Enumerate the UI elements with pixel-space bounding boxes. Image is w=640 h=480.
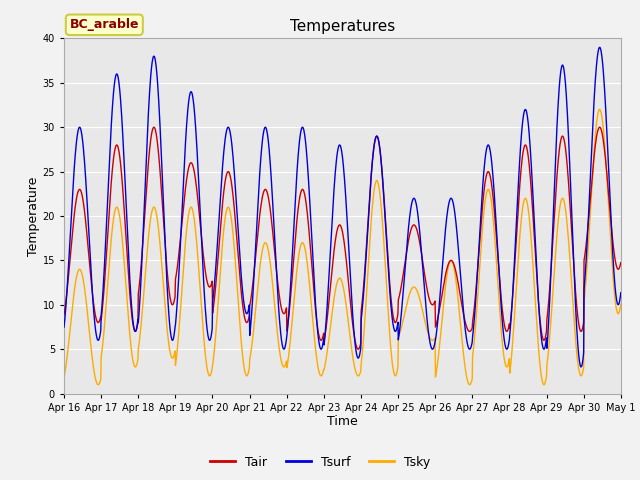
Title: Temperatures: Temperatures <box>290 20 395 35</box>
X-axis label: Time: Time <box>327 415 358 429</box>
Y-axis label: Temperature: Temperature <box>27 176 40 256</box>
Text: BC_arable: BC_arable <box>70 18 139 31</box>
Legend: Tair, Tsurf, Tsky: Tair, Tsurf, Tsky <box>205 451 435 474</box>
